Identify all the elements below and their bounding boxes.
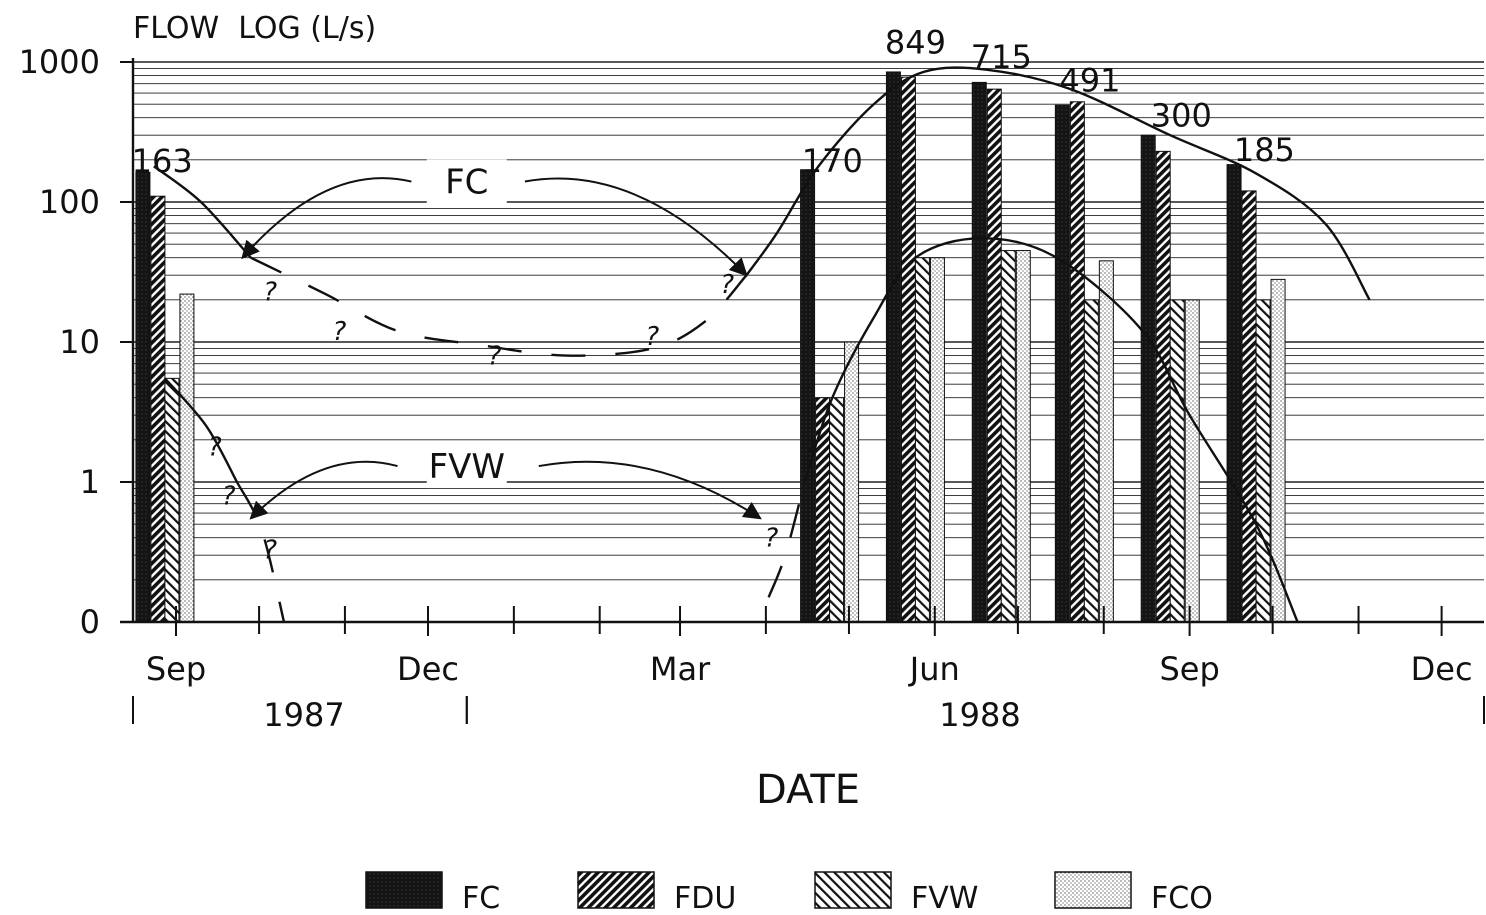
bar-fvw <box>1083 299 1099 623</box>
legend: FC FDU FVW FCO <box>365 871 1213 915</box>
question-mark: ? <box>263 277 277 307</box>
trend-curve-fvw <box>164 377 238 483</box>
x-tick-label: Mar <box>650 650 711 688</box>
bar-fc <box>1054 104 1070 623</box>
curve-label-bg <box>426 444 507 489</box>
bar-fc <box>971 81 987 623</box>
bar-fdu <box>150 195 166 623</box>
legend-label-fc: FC <box>462 881 500 915</box>
question-mark: ? <box>803 436 817 466</box>
question-mark: ? <box>720 270 734 300</box>
bar-fdu <box>986 88 1002 623</box>
legend-label-fco: FCO <box>1151 881 1213 915</box>
question-mark: ? <box>208 432 222 462</box>
bar-fdu <box>900 76 916 623</box>
bar-fc <box>800 169 816 623</box>
trend-curve-fc <box>153 165 252 259</box>
trend-curve-fvw <box>235 481 286 623</box>
trend-curve-fvw <box>767 481 806 598</box>
y-tick-label: 1 <box>80 463 100 501</box>
bar-fco <box>1015 250 1031 623</box>
bar-fvw <box>1255 299 1271 623</box>
question-mark: ? <box>222 482 236 512</box>
x-tick-label: Sep <box>146 650 206 688</box>
curve-label-arrow <box>241 177 412 260</box>
curve-label-fvw: FVW <box>429 447 505 487</box>
bar-fc <box>135 171 151 623</box>
trend-curve-fc <box>745 66 1371 301</box>
bars <box>135 71 1286 623</box>
question-mark: ? <box>645 322 659 352</box>
value-label: 715 <box>971 38 1032 76</box>
bar-fvw <box>829 397 845 623</box>
legend-swatch-fc <box>365 871 443 909</box>
value-label: 163 <box>132 142 193 180</box>
curve-label-arrow <box>249 460 398 520</box>
bar-fco <box>1098 260 1114 623</box>
legend-swatch-fco <box>1054 871 1132 909</box>
y-tick-label: 1000 <box>19 43 100 81</box>
bar-fvw <box>164 377 180 623</box>
curve-label-arrow <box>538 460 762 520</box>
x-tick-label: Dec <box>1411 650 1473 688</box>
bar-fdu <box>815 397 831 623</box>
value-label: 491 <box>1059 61 1120 99</box>
value-label: 170 <box>802 142 863 180</box>
bar-fc <box>1226 164 1242 623</box>
x-tick-label: Sep <box>1159 650 1219 688</box>
bar-fvw <box>1000 250 1016 623</box>
legend-swatch-fvw <box>814 871 892 909</box>
bar-fc <box>885 71 901 623</box>
y-tick-label: 10 <box>59 323 100 361</box>
bar-fco <box>929 257 945 623</box>
question-mark: ? <box>488 342 502 372</box>
bar-fco <box>179 293 195 623</box>
value-label: 300 <box>1151 97 1212 135</box>
value-label: 185 <box>1234 131 1295 169</box>
legend-label-fvw: FVW <box>911 881 978 915</box>
curve-label-arrow <box>524 177 748 277</box>
year-label: 1988 <box>939 696 1020 734</box>
trend-curves: ?????????? <box>153 66 1371 623</box>
bar-fdu <box>1069 101 1085 623</box>
bar-fco <box>844 341 860 623</box>
curve-label-fc: FC <box>445 163 488 203</box>
bar-fdu <box>1241 190 1257 623</box>
question-mark: ? <box>765 524 779 554</box>
bar-fvw <box>1169 299 1185 623</box>
year-label: 1987 <box>263 696 344 734</box>
x-tick-label: Jun <box>908 650 960 688</box>
y-axis-title: FLOW LOG (L/s) <box>133 11 376 46</box>
bar-fco <box>1184 299 1200 623</box>
trend-curve-fc <box>250 256 748 357</box>
legend-swatch-fdu <box>577 871 655 909</box>
bar-fdu <box>1155 150 1171 623</box>
y-tick-label: 100 <box>39 183 100 221</box>
x-axis-title: DATE <box>756 767 860 813</box>
curve-label-bg <box>426 159 507 204</box>
value-label: 849 <box>885 24 946 62</box>
x-tick-label: Dec <box>397 650 459 688</box>
y-tick-label: 0 <box>80 603 100 641</box>
bar-fvw <box>914 257 930 623</box>
trend-curve-fvw <box>803 237 1299 623</box>
legend-label-fdu: FDU <box>674 881 736 915</box>
question-mark: ? <box>332 317 346 347</box>
labels: FC FVW 163 170 849 715 491 300 185 <box>132 24 1295 489</box>
bar-fc <box>1140 134 1156 623</box>
question-mark: ? <box>263 535 277 565</box>
